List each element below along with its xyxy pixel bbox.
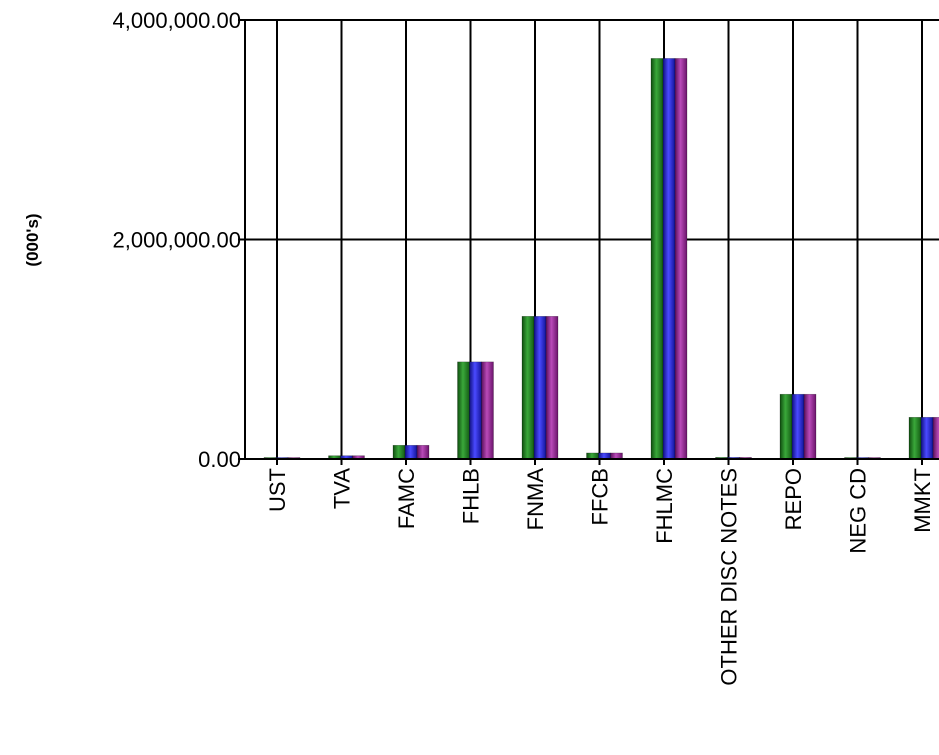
bar-fhlb-s3 [481, 361, 494, 460]
gridlines [245, 19, 939, 465]
bar-fnma-s2 [533, 316, 547, 460]
bar-repo-s2 [791, 393, 805, 460]
x-tick-label: FHLB [459, 468, 484, 524]
x-tick-label: MMKT [910, 468, 935, 533]
y-tick-label: 4,000,000.00 [113, 8, 241, 33]
bar-repo-s1 [779, 393, 793, 460]
y-tick-labels: 0.00 2,000,000.00 4,000,000.00 [113, 8, 241, 472]
bar-fhlmc-s2 [662, 58, 676, 460]
y-tick-label: 2,000,000.00 [113, 228, 241, 253]
bar-fnma-s3 [545, 316, 559, 460]
bar-fhlb-s1 [457, 361, 470, 460]
x-tick-label: NEG CD [846, 468, 871, 554]
x-tick-label: OTHER DISC NOTES [717, 468, 742, 686]
bar-repo-s3 [803, 393, 817, 460]
x-tick-label: FNMA [523, 468, 548, 531]
x-tick-label: REPO [781, 468, 806, 530]
x-tick-label: TVA [330, 468, 355, 509]
bar-famc-s3 [416, 444, 430, 460]
axes [238, 19, 939, 460]
bar-famc-s2 [404, 444, 418, 460]
x-tick-label: FHLMC [652, 468, 677, 544]
bar-mmkt-s1 [908, 416, 922, 460]
bar-mmkt-s2 [920, 416, 934, 460]
bar-mmkt-s3 [932, 416, 939, 460]
x-tick-label: UST [265, 468, 290, 512]
bar-fhlb-s2 [469, 361, 482, 460]
x-tick-label: FAMC [394, 468, 419, 529]
x-tick-labels: UST TVA FAMC FHLB FNMA FFCB FHLMC OTHER DISC NO… [265, 468, 935, 686]
bar-fhlmc-s3 [674, 58, 688, 460]
y-axis-label: (000's) [23, 213, 42, 266]
bar-fnma-s1 [521, 316, 535, 460]
y-tick-label: 0.00 [198, 447, 241, 472]
bar-fhlmc-s1 [650, 58, 664, 460]
bar-famc-s1 [392, 444, 406, 460]
bars [263, 58, 939, 460]
x-tick-label: FFCB [588, 468, 613, 525]
